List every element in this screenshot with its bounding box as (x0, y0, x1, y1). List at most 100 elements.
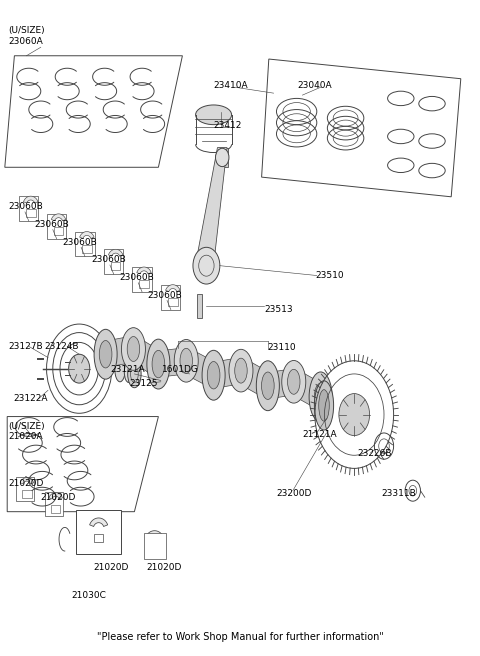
Text: 23060B: 23060B (148, 291, 182, 300)
Text: "Please refer to Work Shop Manual for further information": "Please refer to Work Shop Manual for fu… (96, 632, 384, 642)
Bar (223, 148, 228, 167)
Polygon shape (49, 493, 62, 499)
Text: 23122A: 23122A (13, 394, 48, 403)
Polygon shape (145, 531, 164, 539)
Ellipse shape (115, 356, 125, 382)
Bar (19, 196, 38, 221)
Text: 21020D: 21020D (94, 563, 129, 572)
Ellipse shape (174, 340, 198, 382)
Text: 23060B: 23060B (91, 255, 126, 264)
Ellipse shape (94, 329, 117, 379)
Bar (22, 490, 32, 498)
Text: 23226B: 23226B (358, 449, 392, 459)
Ellipse shape (127, 337, 140, 361)
Bar (51, 505, 60, 513)
Text: 21020D: 21020D (9, 479, 44, 488)
Polygon shape (104, 336, 135, 367)
Bar (26, 209, 36, 217)
Polygon shape (108, 249, 123, 256)
Polygon shape (213, 358, 242, 388)
Text: 21020D: 21020D (41, 493, 76, 502)
Ellipse shape (229, 349, 253, 392)
Polygon shape (130, 337, 162, 376)
Ellipse shape (121, 327, 145, 370)
Ellipse shape (196, 105, 232, 125)
Bar (139, 280, 149, 288)
Bar (54, 227, 63, 235)
Polygon shape (262, 59, 461, 197)
Bar (76, 510, 121, 554)
Polygon shape (290, 369, 324, 409)
Bar (150, 547, 159, 555)
Text: 21030C: 21030C (71, 591, 106, 600)
Text: 23060B: 23060B (62, 238, 97, 247)
Text: 23410A: 23410A (214, 81, 248, 90)
Text: 23510: 23510 (316, 271, 345, 280)
Bar (47, 214, 66, 239)
Circle shape (216, 148, 229, 167)
Polygon shape (183, 348, 217, 388)
Polygon shape (5, 56, 182, 167)
Circle shape (69, 354, 90, 383)
Polygon shape (137, 267, 151, 274)
Text: 23125: 23125 (130, 379, 158, 388)
Ellipse shape (282, 361, 306, 403)
Bar (75, 232, 95, 256)
Text: 23127B: 23127B (9, 342, 43, 351)
Text: 21020D: 21020D (146, 563, 182, 572)
Polygon shape (157, 348, 187, 377)
Text: 23040A: 23040A (298, 81, 332, 90)
Polygon shape (198, 148, 227, 279)
Text: 23121A: 23121A (110, 365, 145, 375)
Text: 23124B: 23124B (44, 342, 79, 351)
Polygon shape (80, 232, 94, 239)
Bar (132, 267, 152, 292)
Ellipse shape (288, 369, 300, 394)
Text: 23311B: 23311B (382, 489, 416, 498)
Text: 23412: 23412 (214, 121, 242, 131)
Polygon shape (51, 214, 66, 221)
Ellipse shape (202, 350, 225, 400)
Ellipse shape (124, 361, 133, 382)
Text: 23060B: 23060B (119, 273, 154, 282)
Ellipse shape (99, 340, 112, 368)
Bar (45, 492, 63, 516)
Bar (94, 534, 104, 542)
Polygon shape (166, 285, 180, 292)
Bar (161, 285, 180, 310)
Polygon shape (267, 369, 295, 399)
Bar (82, 245, 92, 253)
Circle shape (158, 378, 164, 386)
Text: 23060B: 23060B (9, 202, 43, 211)
Text: (U/SIZE)
21020A: (U/SIZE) 21020A (9, 422, 45, 441)
Ellipse shape (180, 348, 192, 373)
Ellipse shape (152, 350, 165, 378)
Bar (144, 533, 166, 559)
Ellipse shape (235, 358, 247, 383)
Ellipse shape (314, 380, 334, 430)
Text: 23110: 23110 (268, 343, 297, 352)
Text: 23060B: 23060B (35, 220, 69, 229)
Bar (16, 477, 34, 501)
Ellipse shape (128, 360, 141, 388)
Bar (111, 262, 120, 270)
Circle shape (339, 394, 370, 436)
Text: 1601DG: 1601DG (162, 365, 199, 375)
Ellipse shape (256, 361, 279, 411)
Circle shape (180, 370, 185, 378)
Bar (197, 294, 202, 318)
Polygon shape (7, 417, 158, 512)
Bar (168, 298, 178, 306)
Circle shape (193, 247, 220, 284)
Ellipse shape (319, 390, 329, 421)
Text: 23200D: 23200D (276, 489, 312, 498)
Ellipse shape (314, 383, 327, 411)
Polygon shape (90, 518, 108, 527)
Text: (U/SIZE)
23060A: (U/SIZE) 23060A (9, 26, 45, 46)
Text: 21121A: 21121A (302, 430, 337, 439)
Polygon shape (237, 358, 272, 398)
Ellipse shape (262, 372, 274, 400)
Ellipse shape (207, 361, 220, 389)
Ellipse shape (147, 339, 170, 389)
Bar (104, 249, 123, 274)
